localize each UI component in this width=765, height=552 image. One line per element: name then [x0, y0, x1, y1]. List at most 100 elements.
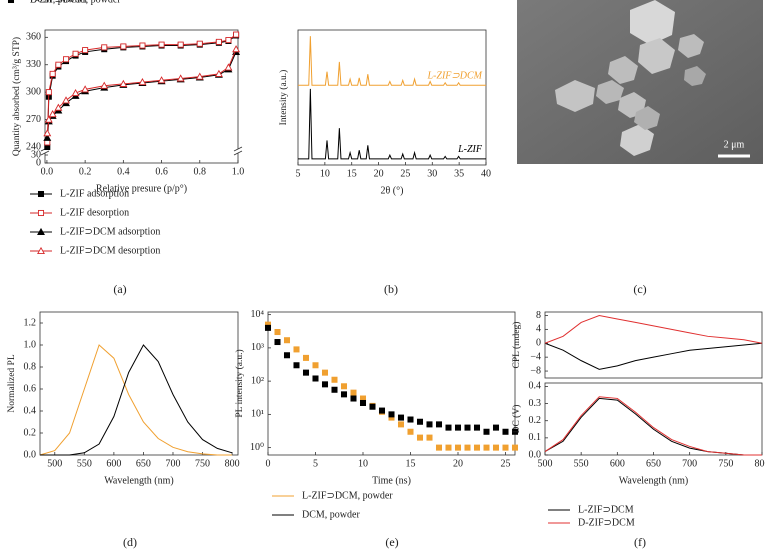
x-tick-label: 25 — [400, 168, 410, 179]
y-tick-label: 4 — [536, 324, 541, 335]
x-tick-label: 1.0 — [232, 166, 245, 177]
y-tick-label: −4 — [530, 351, 541, 362]
marker — [388, 411, 395, 418]
y-axis-label: Intensity (a.u.) — [278, 70, 289, 126]
y-tick-label: 0.0 — [24, 449, 37, 460]
legend-marker — [37, 190, 45, 198]
y-tick-label: 1.2 — [24, 317, 37, 328]
marker — [48, 109, 57, 118]
x-tick-label: 5 — [296, 168, 301, 179]
y-tick-label: 270 — [26, 114, 41, 125]
y-tick-label: 0.4 — [24, 405, 37, 416]
series-line — [544, 396, 762, 456]
x-tick-label: 0.6 — [155, 166, 168, 177]
marker — [454, 424, 462, 431]
marker — [321, 381, 329, 388]
marker — [177, 41, 184, 48]
series-line — [544, 397, 762, 456]
x-axis-label: 2θ (°) — [381, 185, 404, 196]
marker — [321, 369, 329, 376]
y-tick-label: 10³ — [251, 342, 264, 353]
sem-image: 2 μm — [517, 0, 763, 164]
marker — [331, 386, 338, 393]
y-tick-label: 0 — [536, 338, 541, 349]
x-tick-label: 15 — [347, 168, 357, 179]
plot-frame — [544, 382, 763, 456]
x-tick-label: 700 — [682, 458, 697, 469]
y-tick-label: 0.8 — [24, 361, 37, 372]
marker — [511, 444, 519, 451]
y-tick-label: 10² — [251, 375, 264, 386]
legend-label: L-ZIF⊃DCM desorption — [60, 245, 160, 256]
marker — [293, 346, 300, 353]
legend-marker — [37, 209, 45, 217]
y-tick-label: 0 — [36, 157, 41, 168]
marker — [407, 428, 414, 435]
marker — [120, 43, 127, 50]
marker — [378, 407, 386, 414]
plot-frame — [267, 311, 516, 456]
x-tick-label: 550 — [77, 458, 92, 469]
marker — [43, 129, 52, 137]
marker — [426, 434, 433, 441]
marker — [502, 444, 509, 451]
x-tick-label: 10 — [358, 458, 368, 469]
y-axis-label: Normalized PL — [7, 354, 17, 413]
marker — [302, 369, 310, 376]
marker — [369, 403, 376, 410]
panel-label: (d) — [123, 535, 137, 549]
x-tick-label: 35 — [454, 168, 464, 179]
series-line — [40, 344, 233, 456]
y-tick-label: −8 — [530, 365, 541, 376]
x-tick-label: 20 — [453, 458, 463, 469]
marker — [435, 421, 443, 428]
y-tick-label: 0.2 — [529, 415, 542, 426]
y-tick-label: 0.3 — [529, 398, 542, 409]
x-tick-label: 40 — [481, 168, 491, 179]
marker — [350, 389, 357, 396]
plot-frame — [39, 311, 239, 456]
marker — [293, 362, 300, 369]
series-label: L-ZIF⊃DCM — [427, 71, 483, 82]
x-tick-label: 750 — [195, 458, 210, 469]
marker — [435, 444, 443, 451]
y-axis-label: Quantity absorbed (cm³/g STP) — [11, 37, 22, 156]
y-tick-label: 30 — [31, 149, 41, 160]
marker — [49, 70, 56, 77]
x-tick-label: 600 — [106, 458, 121, 469]
marker — [397, 421, 405, 428]
x-axis-label: Time (ns) — [372, 475, 411, 486]
y-tick-label: 1.0 — [24, 339, 37, 350]
marker — [407, 416, 414, 423]
legend-marker — [37, 227, 45, 236]
marker — [416, 418, 424, 425]
legend-label: DCM, powder — [30, 0, 88, 5]
legend-label: L-ZIF desorption — [60, 207, 129, 218]
axis-break — [40, 150, 50, 156]
x-tick-label: 25 — [501, 458, 511, 469]
y-axis-label: DC (V) — [511, 405, 522, 434]
x-tick-label: 0.8 — [194, 166, 207, 177]
x-tick-label: 650 — [136, 458, 151, 469]
marker — [215, 38, 222, 45]
x-axis-label: Wavelength (nm) — [104, 475, 173, 486]
marker — [502, 428, 509, 435]
marker — [264, 324, 272, 331]
x-tick-label: 10 — [320, 168, 330, 179]
marker — [492, 444, 500, 451]
marker — [44, 115, 53, 123]
legend-label: L-ZIF⊃DCM, powder — [30, 0, 121, 5]
marker — [43, 133, 52, 141]
marker — [397, 414, 405, 421]
y-axis-label: CPL (mdeg) — [511, 322, 522, 369]
marker — [445, 424, 452, 431]
x-tick-label: 500 — [47, 458, 62, 469]
marker — [426, 421, 433, 428]
marker — [274, 339, 281, 346]
marker — [82, 47, 89, 54]
scale-bar-label: 2 μm — [724, 139, 745, 150]
x-tick-label: 0.4 — [117, 166, 130, 177]
marker — [359, 399, 367, 407]
marker — [63, 56, 70, 63]
